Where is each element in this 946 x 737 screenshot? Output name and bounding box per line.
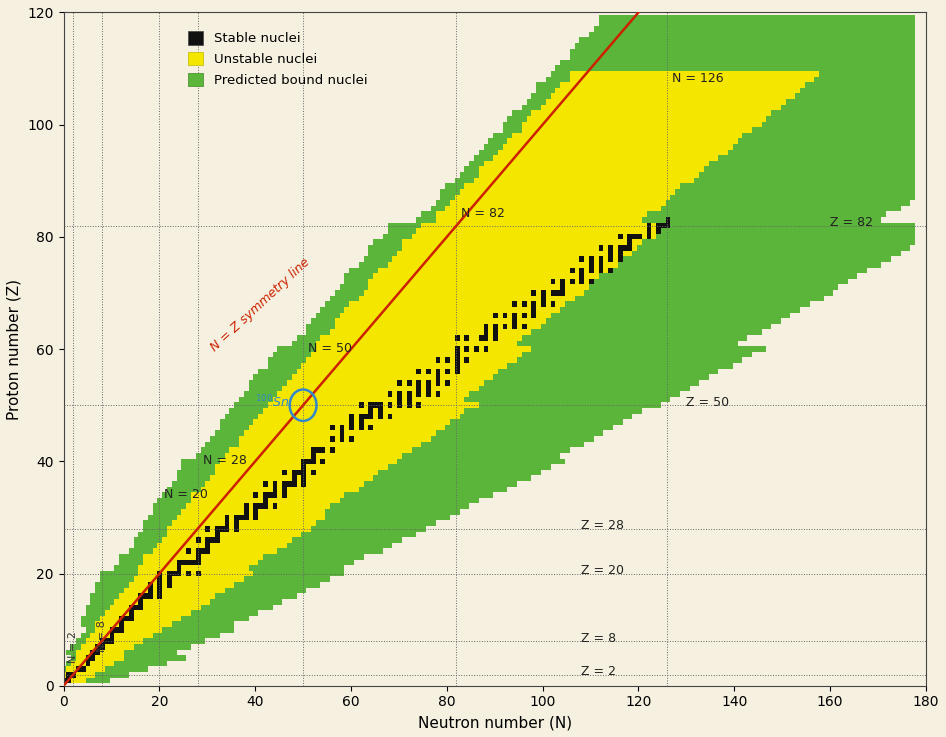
Text: N = 50: N = 50 (307, 342, 352, 354)
X-axis label: Neutron number (N): Neutron number (N) (417, 715, 571, 730)
Text: N = 28: N = 28 (202, 454, 246, 467)
Text: Z = 20: Z = 20 (581, 565, 624, 577)
Text: N = 20: N = 20 (165, 488, 208, 500)
Y-axis label: Proton number (Z): Proton number (Z) (7, 279, 22, 419)
Text: Z = 8: Z = 8 (581, 632, 616, 645)
Text: Z = 28: Z = 28 (581, 520, 624, 532)
Text: $^{100}$Sn: $^{100}$Sn (254, 394, 289, 411)
Text: Z = 2: Z = 2 (581, 666, 616, 678)
Text: Z = 50: Z = 50 (686, 396, 729, 409)
Text: N = 82: N = 82 (461, 207, 505, 220)
Text: N = 2: N = 2 (68, 632, 79, 663)
Text: N = 8: N = 8 (96, 621, 107, 652)
Text: N = Z symmetry line: N = Z symmetry line (208, 256, 312, 354)
Legend: Stable nuclei, Unstable nuclei, Predicted bound nuclei: Stable nuclei, Unstable nuclei, Predicte… (183, 26, 373, 92)
Text: N = 126: N = 126 (672, 72, 724, 85)
Text: Z = 82: Z = 82 (830, 217, 873, 229)
